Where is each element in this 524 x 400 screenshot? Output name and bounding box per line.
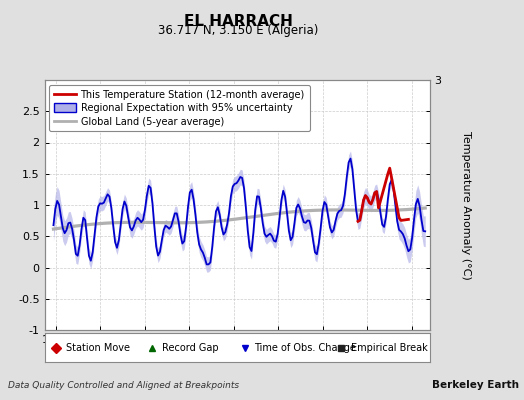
Text: Record Gap: Record Gap (162, 342, 219, 353)
Text: 36.717 N, 3.150 E (Algeria): 36.717 N, 3.150 E (Algeria) (158, 24, 319, 37)
Text: Time of Obs. Change: Time of Obs. Change (255, 342, 356, 353)
Text: Berkeley Earth: Berkeley Earth (432, 380, 519, 390)
Text: Empirical Break: Empirical Break (351, 342, 428, 353)
Y-axis label: Temperature Anomaly (°C): Temperature Anomaly (°C) (461, 131, 471, 279)
Text: EL HARRACH: EL HARRACH (184, 14, 293, 29)
Text: Data Quality Controlled and Aligned at Breakpoints: Data Quality Controlled and Aligned at B… (8, 381, 239, 390)
Legend: This Temperature Station (12-month average), Regional Expectation with 95% uncer: This Temperature Station (12-month avera… (49, 85, 310, 131)
Text: Station Move: Station Move (66, 342, 130, 353)
